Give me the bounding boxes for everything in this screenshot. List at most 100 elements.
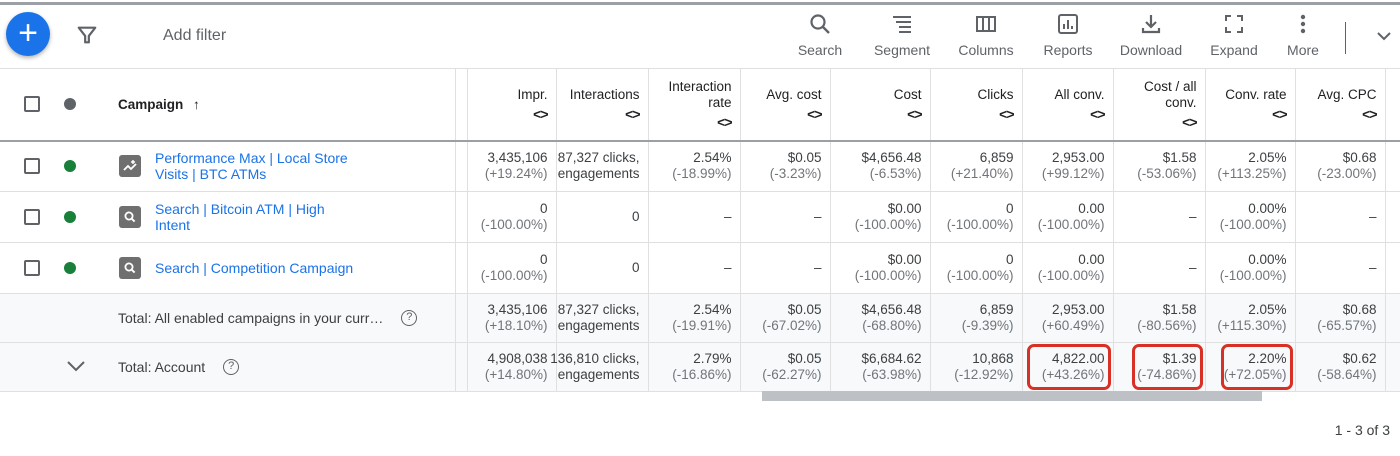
- toolbar-download-button[interactable]: Download: [1111, 12, 1191, 58]
- campaign-row: Search | Competition Campaign 0 (-100.00%)…: [0, 242, 1400, 294]
- metric-cell: $1.58 (-53.06%): [1112, 140, 1205, 192]
- toolbar-segment-button[interactable]: Segment: [862, 12, 942, 58]
- metric-change: (+60.49%): [1041, 318, 1105, 333]
- metric-cell: –: [739, 191, 830, 243]
- metric-value: 3,435,106: [487, 302, 548, 317]
- toolbar-search-button[interactable]: Search: [780, 12, 860, 58]
- column-header-label: All conv.: [1054, 86, 1105, 102]
- row-checkbox[interactable]: [24, 209, 40, 225]
- metric-cell: 2.79% (-16.86%): [647, 342, 740, 392]
- metric-change: (-65.57%): [1317, 318, 1377, 333]
- sort-toggle-icon[interactable]: <>: [1182, 113, 1197, 130]
- column-header-all-conv[interactable]: All conv. <>: [1021, 68, 1113, 142]
- column-header-label: Cost: [893, 86, 922, 102]
- metric-change: (+19.24%): [484, 166, 548, 182]
- metric-change: (-68.80%): [862, 318, 922, 333]
- metric-cell: 0.00% (-100.00%): [1204, 191, 1295, 243]
- metric-value: 2.05%: [1248, 302, 1287, 317]
- row-filler: [1384, 140, 1400, 192]
- toolbar-columns-button[interactable]: Columns: [946, 12, 1026, 58]
- total-enabled-row: Total: All enabled campaigns in your cur…: [0, 293, 1400, 343]
- help-icon[interactable]: ?: [401, 310, 418, 326]
- sort-toggle-icon[interactable]: <>: [807, 105, 822, 122]
- filter-icon[interactable]: [76, 24, 98, 51]
- column-header-label: Avg. cost: [766, 86, 822, 102]
- column-header-interactions[interactable]: Interactions <>: [555, 68, 648, 142]
- metric-change: (-62.27%): [762, 367, 822, 382]
- sort-toggle-icon[interactable]: <>: [999, 105, 1014, 122]
- help-icon[interactable]: ?: [223, 359, 240, 375]
- metric-change: (-80.56%): [1137, 318, 1197, 333]
- column-header-cost[interactable]: Cost <>: [829, 68, 930, 142]
- metric-cell: $4,656.48 (-68.80%): [829, 293, 930, 343]
- metric-value: 0.00%: [1248, 201, 1287, 216]
- search-campaign-icon: [119, 257, 141, 279]
- sort-toggle-icon[interactable]: <>: [625, 105, 640, 122]
- metric-change: (-19.91%): [672, 318, 732, 333]
- metric-cell: $0.62 (-58.64%): [1294, 342, 1385, 392]
- metric-change: (-18.99%): [672, 166, 732, 182]
- toolbar-divider: [1345, 22, 1346, 54]
- sort-ascending-icon[interactable]: ↑: [193, 96, 200, 112]
- metric-change: (-12.92%): [954, 367, 1014, 382]
- metric-cell: 0 (-100.00%): [466, 242, 556, 294]
- sort-toggle-icon[interactable]: <>: [907, 105, 922, 122]
- metric-value: 6,859: [979, 302, 1014, 317]
- metric-cell: 0 (-100.00%): [929, 242, 1022, 294]
- metric-value: 0.00: [1078, 201, 1105, 216]
- expand-chevron-icon[interactable]: [66, 359, 86, 373]
- column-header-avg-cost[interactable]: Avg. cost <>: [739, 68, 830, 142]
- column-header-avg-cpc[interactable]: Avg. CPC <>: [1294, 68, 1385, 142]
- collapse-chevron-icon[interactable]: [1376, 28, 1392, 49]
- campaign-name-link[interactable]: Performance Max | Local Store Visits | B…: [155, 150, 348, 183]
- column-header-label: Cost / all conv.: [1143, 78, 1197, 110]
- row-checkbox[interactable]: [24, 158, 40, 175]
- metric-value: –: [813, 260, 822, 275]
- sort-toggle-icon[interactable]: <>: [1272, 105, 1287, 122]
- metric-value: $0.05: [787, 302, 822, 317]
- sort-toggle-icon[interactable]: <>: [533, 105, 548, 122]
- toolbar-label: Segment: [873, 42, 931, 58]
- toolbar-more-button[interactable]: More: [1263, 12, 1343, 58]
- column-header-cost-all-conv[interactable]: Cost / all conv. <>: [1112, 68, 1205, 142]
- select-all-checkbox[interactable]: [24, 96, 40, 113]
- metric-cell: 136,810 clicks, engagements: [550, 342, 648, 392]
- campaign-name-link[interactable]: Search | Bitcoin ATM | High Intent: [155, 201, 325, 233]
- column-header-impr[interactable]: Impr. <>: [466, 68, 556, 142]
- status-cell: [50, 191, 95, 243]
- sort-toggle-icon[interactable]: <>: [1090, 105, 1105, 122]
- metric-cell: 10,868 (-12.92%): [929, 342, 1022, 392]
- column-header-conv-rate[interactable]: Conv. rate <>: [1204, 68, 1295, 142]
- metric-cell: $0.05 (-62.27%): [739, 342, 830, 392]
- campaign-name-link[interactable]: Search | Competition Campaign: [155, 260, 354, 276]
- toolbar-expand-button[interactable]: Expand: [1194, 12, 1274, 58]
- metric-value: 2,953.00: [1051, 302, 1105, 317]
- highlight-box: [1026, 344, 1111, 390]
- metric-value: 0: [1005, 252, 1014, 267]
- row-checkbox[interactable]: [24, 260, 40, 276]
- column-header-clicks[interactable]: Clicks <>: [929, 68, 1022, 142]
- column-header-interaction-rate[interactable]: Interaction rate <>: [647, 68, 740, 142]
- sort-toggle-icon[interactable]: <>: [1362, 105, 1377, 122]
- metric-value: $0.05: [787, 351, 822, 366]
- expand-icon: [1194, 12, 1274, 36]
- campaign-header[interactable]: Campaign ↑: [95, 68, 455, 142]
- column-gap: [454, 293, 468, 343]
- select-all-cell: [0, 68, 50, 142]
- horizontal-scrollbar[interactable]: [762, 391, 1262, 401]
- column-gap: [454, 342, 468, 392]
- add-filter-input[interactable]: Add filter: [163, 27, 227, 44]
- metric-cell: $0.68 (-23.00%): [1294, 140, 1385, 192]
- metric-value: $0.00: [887, 252, 922, 267]
- status-enabled-icon[interactable]: [64, 211, 76, 223]
- create-button[interactable]: +: [6, 12, 50, 56]
- toolbar-reports-button[interactable]: Reports: [1028, 12, 1108, 58]
- status-enabled-icon[interactable]: [64, 160, 76, 173]
- column-resize-gap[interactable]: [454, 68, 468, 142]
- sort-toggle-icon[interactable]: <>: [717, 113, 732, 130]
- more-icon: [1263, 12, 1343, 36]
- metric-cell: 0.00 (-100.00%): [1021, 191, 1113, 243]
- status-enabled-icon[interactable]: [64, 262, 76, 274]
- row-filler: [1384, 191, 1400, 243]
- metric-cell: 0.00% (-100.00%): [1204, 242, 1295, 294]
